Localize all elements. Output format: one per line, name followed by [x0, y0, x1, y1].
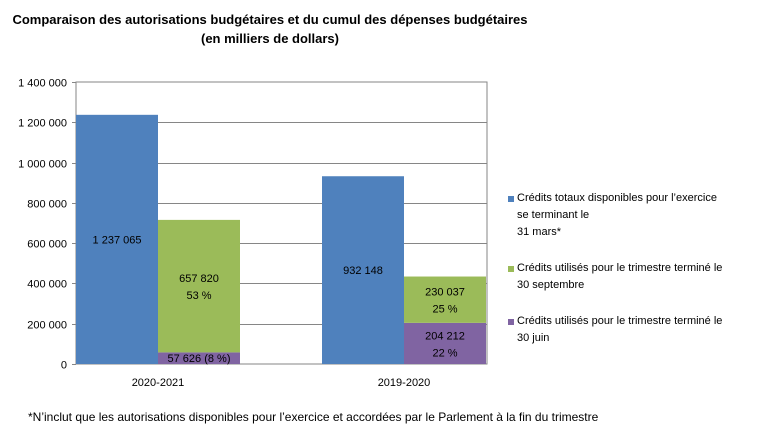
- y-tick-label: 200 000: [27, 320, 67, 332]
- legend-label: Crédits utilisés pour le trimestre termi…: [517, 262, 723, 274]
- bar-label-q1-credits: 57 626 (8 %): [168, 353, 231, 365]
- y-tick-label: 1 000 000: [18, 159, 67, 171]
- bar-q1-credits: [404, 322, 486, 364]
- footnote: *N’inclut que les autorisations disponib…: [28, 410, 599, 424]
- x-category-label: 2019-2020: [378, 377, 431, 389]
- legend-swatch: [508, 196, 514, 202]
- bar-label-total-credits: 1 237 065: [93, 234, 142, 246]
- legend-item: Crédits totaux disponibles pour l’exerci…: [508, 190, 758, 241]
- bar-label-total-credits: 932 148: [343, 265, 383, 277]
- legend-label: 31 mars*: [517, 226, 562, 238]
- bar-label-q2-credits: 25 %: [432, 304, 457, 316]
- bar-q1-credits: [158, 352, 240, 364]
- chart-title-line1: Comparaison des autorisations budgétaire…: [12, 12, 528, 27]
- bar-total-credits: [322, 176, 404, 364]
- legend-swatch: [508, 319, 514, 325]
- legend-label: se terminant le: [517, 209, 590, 221]
- chart-title: Comparaison des autorisations budgétaire…: [0, 10, 540, 48]
- legend-label: Crédits totaux disponibles pour l’exerci…: [517, 192, 717, 204]
- bar-q2-credits: [404, 276, 486, 323]
- x-category-label: 2020-2021: [132, 377, 185, 389]
- legend-label: 30 septembre: [517, 279, 585, 291]
- y-tick-label: 800 000: [27, 199, 67, 211]
- bar-total-credits: [76, 114, 158, 364]
- legend-swatch: [508, 266, 514, 272]
- chart-title-line2: (en milliers de dollars): [201, 31, 339, 46]
- y-tick-label: 0: [61, 360, 67, 372]
- y-tick-label: 1 400 000: [18, 78, 67, 90]
- bar-label-q2-credits: 230 037: [425, 287, 465, 299]
- legend-item: Crédits utilisés pour le trimestre termi…: [508, 313, 758, 347]
- legend-item: Crédits utilisés pour le trimestre termi…: [508, 260, 758, 294]
- y-tick-label: 600 000: [27, 239, 67, 251]
- y-tick-label: 1 200 000: [18, 118, 67, 130]
- bar-q2-credits: [158, 219, 240, 353]
- legend-label: Crédits utilisés pour le trimestre termi…: [517, 315, 723, 327]
- chart-legend: Crédits totaux disponibles pour l’exerci…: [508, 190, 758, 366]
- bar-label-q2-credits: 53 %: [186, 290, 211, 302]
- legend-label: 30 juin: [517, 332, 550, 344]
- bar-label-q1-credits: 22 %: [432, 347, 457, 359]
- bar-label-q2-credits: 657 820: [179, 273, 219, 285]
- y-tick-label: 400 000: [27, 279, 67, 291]
- bar-label-q1-credits: 204 212: [425, 330, 465, 342]
